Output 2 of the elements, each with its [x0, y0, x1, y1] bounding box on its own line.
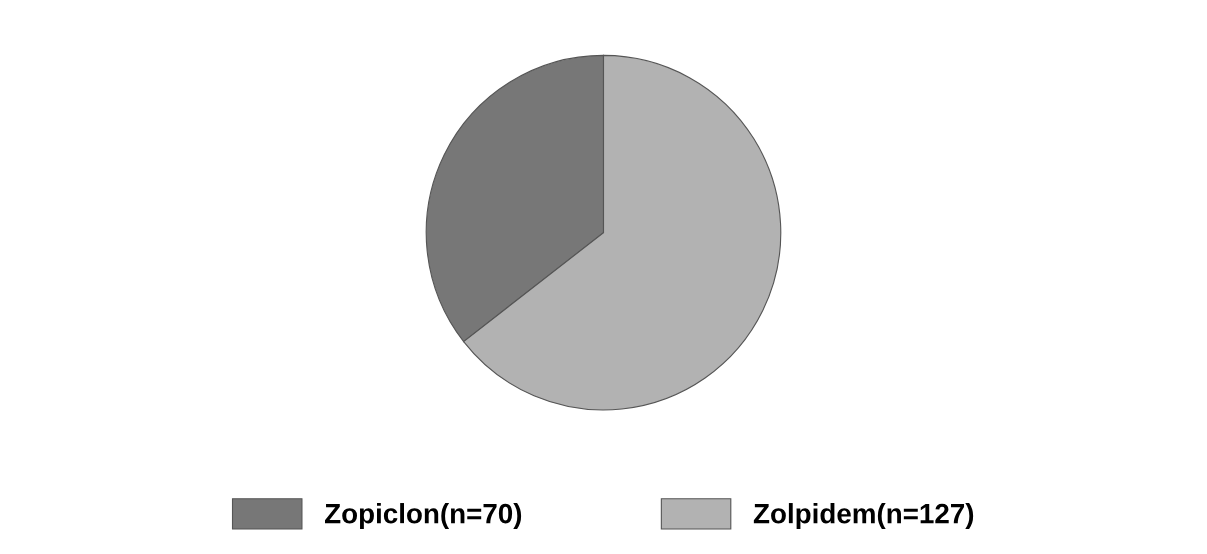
legend-label: Zolpidem(n=127) [753, 503, 974, 529]
legend-label: Zopiclon(n=70) [325, 503, 522, 529]
